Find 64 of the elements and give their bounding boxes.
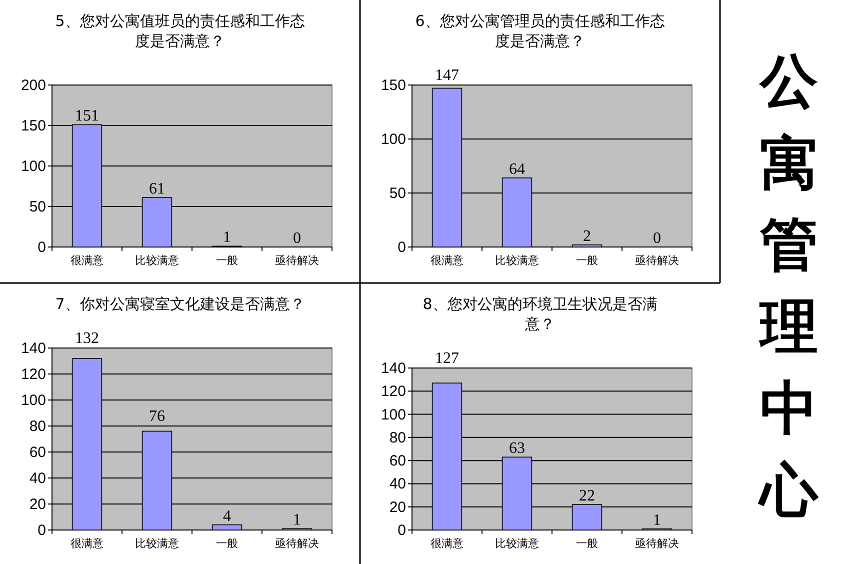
x-tick-label: 比较满意 <box>135 537 179 550</box>
chart-title: 8、您对公寓的环境卫生状况是否满意？ <box>422 295 658 333</box>
y-tick-label: 20 <box>29 496 46 513</box>
x-tick-label: 很满意 <box>430 537 464 550</box>
y-tick-label: 0 <box>38 522 46 539</box>
data-label: 127 <box>435 350 459 367</box>
y-tick-label: 100 <box>20 158 46 175</box>
data-label: 63 <box>509 440 525 458</box>
y-tick-label: 120 <box>380 383 406 400</box>
data-label: 2 <box>583 228 591 245</box>
y-tick-label: 60 <box>389 452 406 470</box>
y-tick-label: 40 <box>389 476 406 493</box>
data-label: 0 <box>293 230 301 247</box>
y-tick-label: 140 <box>20 340 46 357</box>
x-tick-label: 比较满意 <box>495 537 539 550</box>
data-label: 1 <box>653 512 661 529</box>
x-tick-label: 比较满意 <box>495 254 539 267</box>
text: 公寓管理中心 <box>757 47 819 524</box>
x-tick-label: 一般 <box>216 254 238 267</box>
data-label: 1 <box>293 512 301 529</box>
x-tick-label: 亟待解决 <box>635 537 679 550</box>
bar <box>212 524 242 530</box>
y-tick-label: 80 <box>389 429 406 446</box>
y-tick-label: 100 <box>380 131 406 148</box>
x-tick-label: 亟待解决 <box>275 537 319 550</box>
y-tick-label: 150 <box>380 77 406 94</box>
data-label: 0 <box>653 230 661 247</box>
x-tick-label: 比较满意 <box>135 254 179 267</box>
data-label: 1 <box>223 229 231 246</box>
y-tick-label: 80 <box>29 418 46 435</box>
data-label: 151 <box>75 108 99 125</box>
y-tick-label: 100 <box>380 406 406 424</box>
y-tick-label: 60 <box>29 444 46 461</box>
y-tick-label: 0 <box>398 522 406 539</box>
x-tick-label: 很满意 <box>70 537 104 550</box>
x-tick-label: 一般 <box>576 254 598 267</box>
x-tick-label: 亟待解决 <box>275 254 319 267</box>
data-label: 147 <box>435 67 459 84</box>
x-tick-label: 很满意 <box>430 254 464 267</box>
data-label: 22 <box>579 488 595 505</box>
data-label: 4 <box>223 508 231 525</box>
data-label: 64 <box>509 160 525 178</box>
x-tick-label: 一般 <box>216 537 238 550</box>
data-label: 76 <box>149 408 165 425</box>
y-tick-label: 20 <box>389 498 406 516</box>
y-tick-label: 40 <box>29 470 46 487</box>
chart-title: 5、您对公寓值班员的责任感和工作态度是否满意？ <box>55 12 305 50</box>
chart-title: 7、你对公寓寝室文化建设是否满意？ <box>55 295 305 313</box>
x-tick-label: 亟待解决 <box>635 254 679 267</box>
x-tick-label: 一般 <box>576 537 598 550</box>
y-tick-label: 100 <box>20 392 46 409</box>
x-tick-label: 很满意 <box>70 254 104 267</box>
y-tick-label: 50 <box>29 198 46 216</box>
data-label: 132 <box>75 330 99 347</box>
y-tick-label: 150 <box>20 118 46 134</box>
y-tick-label: 120 <box>20 366 46 383</box>
data-label: 61 <box>149 180 165 198</box>
y-tick-label: 200 <box>20 77 46 94</box>
chart-title: 6、您对公寓管理员的责任感和工作态度是否满意？ <box>415 12 665 50</box>
y-tick-label: 0 <box>38 239 46 256</box>
y-tick-label: 0 <box>398 239 406 256</box>
y-tick-label: 50 <box>389 185 406 202</box>
bar <box>572 244 602 248</box>
y-tick-label: 140 <box>380 360 406 377</box>
